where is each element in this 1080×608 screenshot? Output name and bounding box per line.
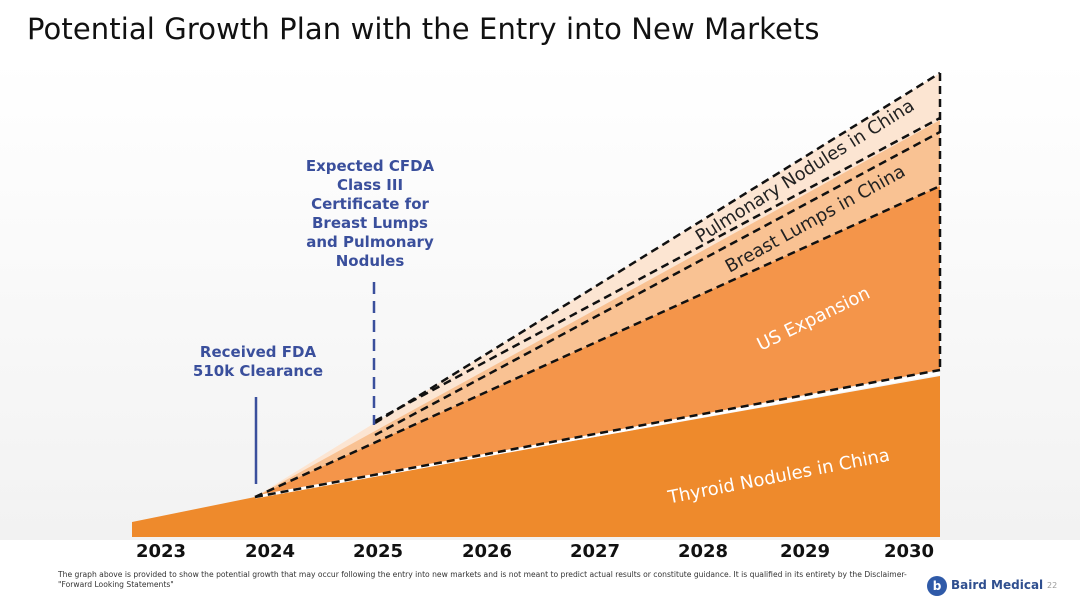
year-label: 2024 bbox=[245, 541, 295, 562]
page-number: 22 bbox=[1047, 581, 1058, 590]
breast-area bbox=[255, 120, 940, 497]
cfda-certificate-annotation: Expected CFDA Class III Certificate for … bbox=[305, 157, 435, 270]
dashed-boundaries bbox=[254, 71, 942, 499]
thyroid-area bbox=[132, 376, 940, 537]
pulmonary-lower-boundary bbox=[374, 116, 941, 423]
disclaimer-footnote: The graph above is provided to show the … bbox=[58, 570, 907, 589]
fda-clearance-annotation: Received FDA 510k Clearance bbox=[192, 343, 324, 380]
us-upper-boundary bbox=[254, 184, 941, 499]
breast-upper-boundary bbox=[374, 130, 941, 437]
year-label: 2029 bbox=[780, 541, 830, 562]
area-separator bbox=[254, 371, 941, 499]
baird-logo-icon: b bbox=[927, 576, 947, 596]
brand-name: Baird Medical bbox=[951, 578, 1044, 592]
year-label: 2026 bbox=[462, 541, 512, 562]
year-label: 2027 bbox=[570, 541, 620, 562]
year-label: 2025 bbox=[353, 541, 403, 562]
year-label: 2023 bbox=[136, 541, 186, 562]
year-axis: 2023 2024 2025 2026 2027 2028 2029 2030 bbox=[136, 541, 934, 562]
year-label: 2028 bbox=[678, 541, 728, 562]
pulmonary-upper-boundary bbox=[374, 71, 941, 425]
page-title: Potential Growth Plan with the Entry int… bbox=[27, 12, 820, 46]
year-label: 2030 bbox=[884, 541, 934, 562]
